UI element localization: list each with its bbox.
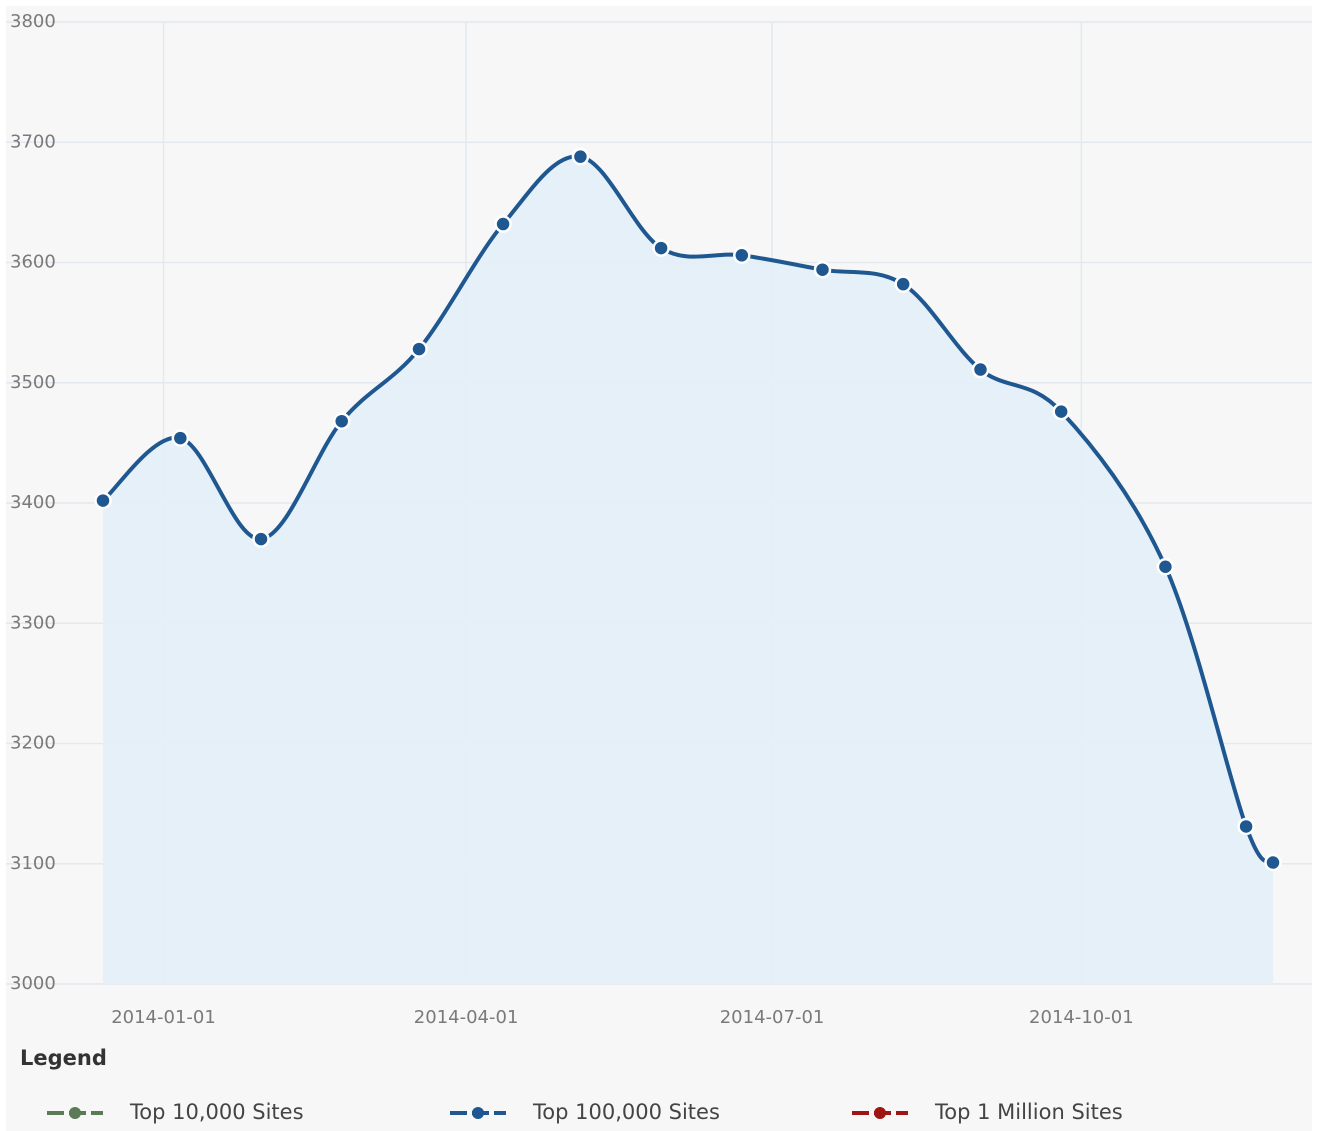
point xyxy=(494,215,512,233)
point xyxy=(652,239,670,257)
legend-label: Top 100,000 Sites xyxy=(532,1100,720,1124)
point xyxy=(1237,817,1255,836)
point xyxy=(171,429,190,447)
area xyxy=(103,156,1273,984)
point xyxy=(410,340,428,358)
legend-marker xyxy=(472,1107,484,1119)
legend-label: Top 1 Million Sites xyxy=(934,1100,1123,1124)
y-tick-label: 3400 xyxy=(10,492,56,513)
y-tick-label: 3800 xyxy=(10,11,56,32)
y-tick-label: 3300 xyxy=(10,612,56,633)
x-tick-label: 2014-07-01 xyxy=(720,1007,825,1028)
y-tick-label: 3700 xyxy=(10,131,56,152)
legend-label: Top 10,000 Sites xyxy=(129,1100,304,1124)
y-tick-label: 3100 xyxy=(10,853,56,874)
x-tick-label: 2014-10-01 xyxy=(1029,1007,1134,1028)
point xyxy=(252,530,270,548)
point xyxy=(894,275,912,293)
line xyxy=(101,154,1275,865)
y-tick-label: 3500 xyxy=(10,372,56,393)
point xyxy=(571,147,590,166)
y-tick-label: 3200 xyxy=(10,733,56,754)
x-tick-label: 2014-01-01 xyxy=(111,1007,216,1028)
point xyxy=(813,260,832,279)
y-tick-label: 3600 xyxy=(10,252,56,273)
point xyxy=(1052,402,1070,421)
legend-marker xyxy=(874,1107,886,1119)
point xyxy=(971,360,990,379)
point xyxy=(94,491,112,510)
legend-marker xyxy=(69,1107,81,1119)
point xyxy=(332,412,351,430)
legend-title: Legend xyxy=(20,1046,107,1070)
x-tick-label: 2014-04-01 xyxy=(414,1007,519,1028)
point xyxy=(1156,557,1175,576)
point xyxy=(1264,853,1282,872)
y-tick-label: 3000 xyxy=(10,973,56,994)
point xyxy=(733,246,751,265)
